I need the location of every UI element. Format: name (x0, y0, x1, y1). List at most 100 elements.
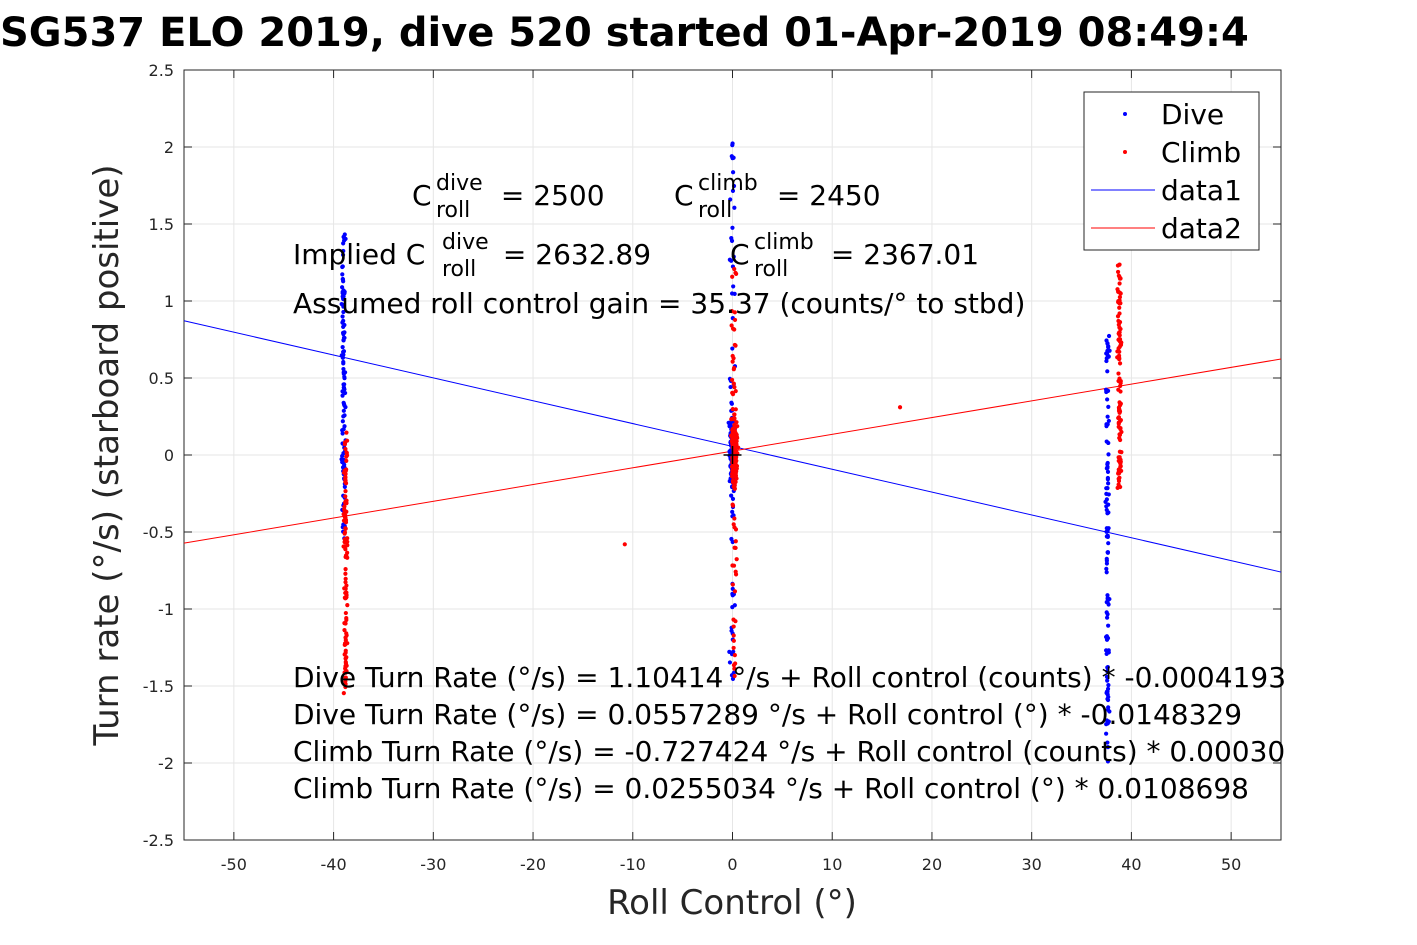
dive-point (1106, 623, 1111, 628)
annotation-c-dive: C dive roll = 2500 (412, 171, 605, 223)
implied-dive-value: = 2632.89 (494, 238, 651, 271)
climb-point (730, 353, 735, 359)
dive-point (1106, 418, 1111, 424)
implied-climb-c: C (730, 238, 750, 271)
c-dive-sup: dive (436, 171, 483, 196)
dive-point (1104, 674, 1110, 679)
x-tick-label: 20 (922, 855, 942, 874)
climb-point (343, 663, 348, 669)
dive-point (342, 484, 347, 489)
dive-point (341, 382, 346, 387)
dive-point (1107, 596, 1112, 602)
climb-point (731, 427, 736, 432)
chart-title: SG537 ELO 2019, dive 520 started 01-Apr-… (0, 10, 1249, 56)
climb-point (733, 661, 738, 666)
y-tick-label: 1.5 (149, 215, 174, 234)
annotation-implied-climb: C climb roll = 2367.01 (730, 230, 979, 282)
dive-point (341, 294, 346, 299)
climb-point (345, 438, 350, 443)
climb-point (1117, 295, 1123, 300)
dive-point (1104, 558, 1109, 563)
dive-point (727, 660, 733, 665)
dive-point (340, 264, 345, 269)
climb-point (731, 624, 736, 629)
dive-point (1105, 475, 1110, 481)
annotation-gain: Assumed roll control gain = 35.37 (count… (293, 287, 1025, 320)
climb-point (1116, 355, 1122, 360)
climb-point (1116, 322, 1121, 327)
climb-point (733, 569, 738, 574)
climb-point (1117, 339, 1122, 344)
x-tick-label: 10 (822, 855, 842, 874)
dive-point (1104, 356, 1109, 361)
dive-point (1106, 481, 1111, 486)
y-tick-label: -1.5 (143, 677, 174, 696)
x-axis-ticks: -50 -40 -30 -20 -10 0 10 20 30 40 50 (221, 70, 1241, 874)
dive-point (1105, 460, 1110, 466)
climb-point (343, 576, 348, 581)
dive-point (1105, 669, 1110, 674)
climb-point (732, 653, 737, 658)
climb-point (1116, 455, 1121, 460)
climb-point (733, 619, 738, 624)
annotation-eq4: Climb Turn Rate (°/s) = 0.0255034 °/s + … (293, 772, 1249, 805)
dive-point (341, 427, 346, 432)
climb-point (732, 525, 737, 530)
dive-point (727, 257, 732, 262)
dive-point (343, 390, 348, 396)
climb-point (1116, 300, 1121, 305)
dive-point (340, 252, 346, 257)
dive-point (731, 649, 736, 654)
climb-point (1117, 419, 1123, 424)
climb-point (1117, 449, 1122, 454)
dive-point (341, 302, 346, 308)
dive-point (1104, 504, 1109, 509)
x-axis-label: Roll Control (°) (607, 883, 857, 923)
climb-point (344, 633, 349, 638)
climb-point (733, 389, 738, 394)
y-tick-label: 0.5 (149, 369, 174, 388)
x-tick-label: 40 (1121, 855, 1141, 874)
dive-point (1103, 499, 1108, 504)
dive-point (341, 352, 346, 357)
climb-point (344, 458, 349, 463)
dive-point (1105, 397, 1110, 402)
climb-point (343, 684, 348, 690)
climb-point (730, 480, 736, 485)
dive-point (1104, 637, 1110, 642)
climb-point (343, 494, 348, 499)
dive-point (1105, 533, 1110, 538)
implied-climb-value: = 2367.01 (822, 238, 979, 271)
x-tick-label: -10 (620, 855, 646, 874)
dive-point (730, 604, 735, 610)
climb-point (1115, 263, 1121, 268)
dive-point (341, 338, 346, 343)
climb-point (343, 675, 348, 680)
climb-point (343, 489, 348, 494)
x-tick-label: 30 (1022, 855, 1042, 874)
climb-point (1118, 426, 1123, 432)
dive-point (341, 385, 346, 390)
climb-point (342, 504, 347, 509)
climb-point (343, 566, 348, 572)
climb-point (343, 586, 348, 591)
dive-point (1105, 740, 1110, 745)
climb-point (1117, 276, 1123, 281)
y-axis-ticks: -2.5 -2 -1.5 -1 -0.5 0 0.5 1 1.5 2 2.5 (143, 61, 1281, 850)
climb-point (1117, 305, 1122, 310)
dive-point (1105, 422, 1110, 427)
dive-point (728, 197, 733, 202)
climb-point (343, 571, 348, 576)
climb-point (732, 440, 738, 445)
dive-point (340, 314, 345, 319)
dive-point (730, 593, 735, 598)
dive-point (1105, 664, 1110, 670)
climb-point (1117, 376, 1122, 381)
climb-point (731, 645, 736, 651)
annotation-eq2: Dive Turn Rate (°/s) = 0.0557289 °/s + R… (293, 698, 1242, 731)
dive-point (1106, 683, 1111, 688)
dive-point (1105, 414, 1110, 419)
dive-point (1105, 696, 1110, 702)
x-tick-label: 0 (727, 855, 737, 874)
x-tick-label: -20 (520, 855, 546, 874)
